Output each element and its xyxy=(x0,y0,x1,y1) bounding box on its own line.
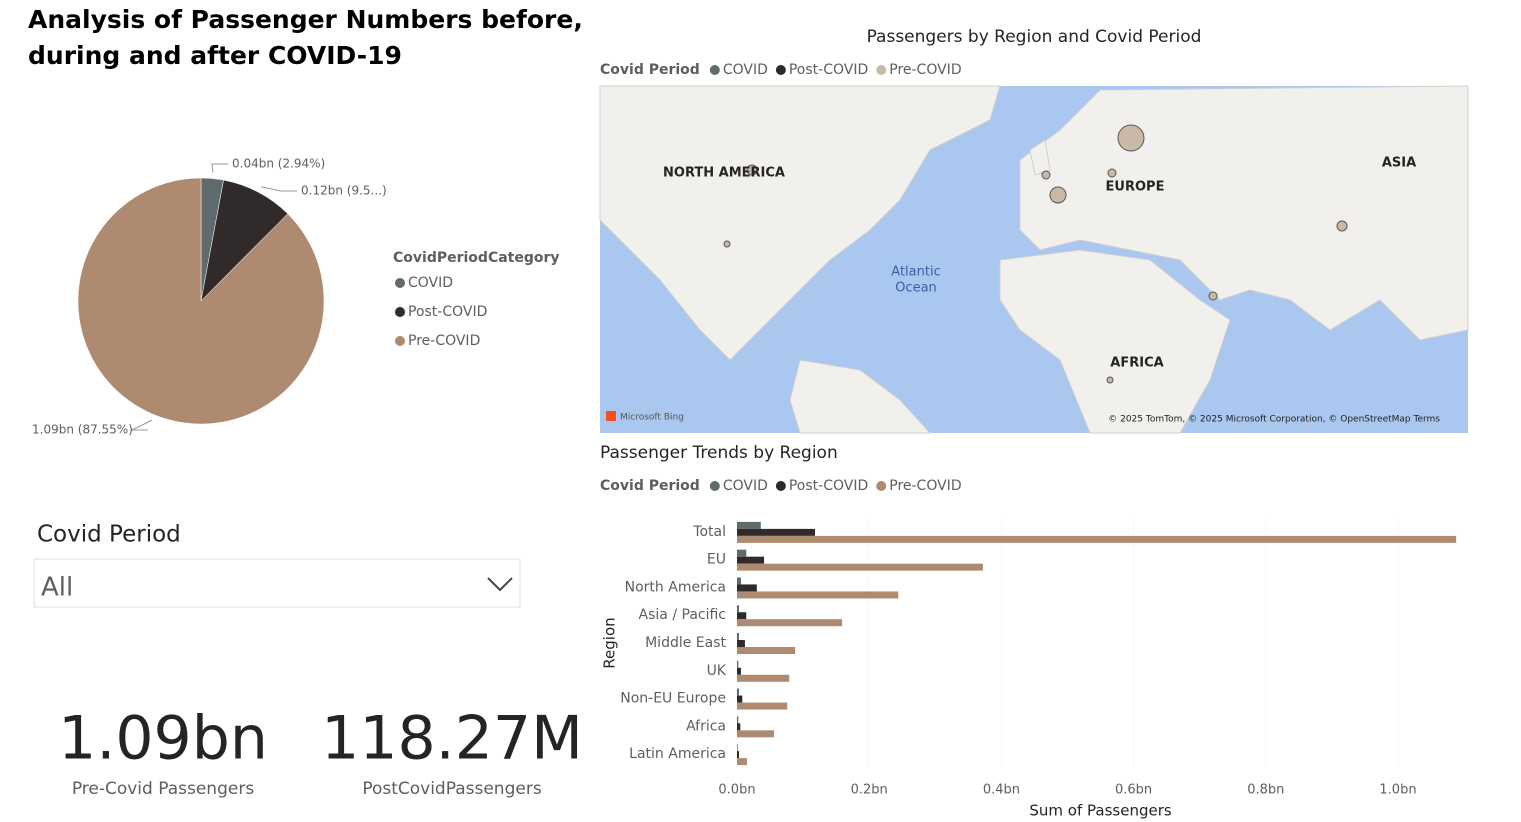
bar xyxy=(737,688,739,696)
y-tick-label: Africa xyxy=(686,718,726,734)
legend-label: Post-COVID xyxy=(408,304,487,320)
map-label: Atlantic xyxy=(891,265,940,280)
x-tick-label: 0.0bn xyxy=(718,783,755,798)
bar xyxy=(737,563,983,571)
y-tick-label: Non-EU Europe xyxy=(620,691,726,707)
bar xyxy=(737,605,739,613)
y-tick-label: Middle East xyxy=(645,635,726,651)
bar-title: Passenger Trends by Region xyxy=(600,443,838,463)
x-axis-title: Sum of Passengers xyxy=(1029,802,1171,820)
bar xyxy=(737,751,739,759)
legend-title: Covid Period xyxy=(600,62,700,78)
x-tick-label: 0.2bn xyxy=(851,783,888,798)
bar xyxy=(737,702,788,710)
data-label: 0.12bn (9.5...) xyxy=(301,184,387,198)
bar xyxy=(737,758,747,766)
legend-label: COVID xyxy=(408,275,453,291)
y-tick-label: Latin America xyxy=(629,746,726,762)
bar xyxy=(737,584,757,592)
x-tick-label: 1.0bn xyxy=(1379,783,1416,798)
pie-slice xyxy=(77,177,325,425)
legend-title: CovidPeriodCategory xyxy=(393,250,560,266)
bar xyxy=(737,716,739,724)
map-copyright: © 2025 TomTom, © 2025 Microsoft Corporat… xyxy=(1108,415,1440,425)
legend-label: Pre-COVID xyxy=(408,333,480,349)
x-tick-label: 0.8bn xyxy=(1247,783,1284,798)
bar xyxy=(737,577,741,585)
map-attribution: Microsoft Bing xyxy=(620,413,684,423)
legend-dot xyxy=(395,278,405,288)
slicer-box[interactable] xyxy=(33,558,521,608)
y-tick-label: EU xyxy=(707,552,726,568)
bar xyxy=(737,633,739,640)
slicer-chevron[interactable] xyxy=(487,577,513,592)
bar xyxy=(737,535,1457,543)
legend-dot xyxy=(775,481,786,491)
y-axis-title: Region xyxy=(601,617,619,668)
legend-label: COVID xyxy=(723,62,768,78)
map-label: Ocean xyxy=(895,281,937,296)
legend-dot xyxy=(876,481,887,491)
card-value: 118.27M xyxy=(321,704,583,774)
map-label: AFRICA xyxy=(1110,356,1163,371)
card-label: Pre-Covid Passengers xyxy=(72,779,255,799)
legend-dot xyxy=(395,336,405,346)
legend-dot xyxy=(876,65,887,75)
legend-label: Post-COVID xyxy=(789,478,868,494)
map-title: Passengers by Region and Covid Period xyxy=(867,27,1202,47)
card-value: 1.09bn xyxy=(58,704,268,774)
bar xyxy=(737,667,741,675)
y-tick-label: Asia / Pacific xyxy=(639,607,726,623)
legend-label: COVID xyxy=(723,478,768,494)
y-tick-label: North America xyxy=(625,579,726,595)
legend-label: Pre-COVID xyxy=(889,62,961,78)
map-label: EUROPE xyxy=(1106,180,1165,195)
y-tick-label: UK xyxy=(707,663,727,679)
map-pies xyxy=(723,124,1348,384)
bar xyxy=(737,647,796,654)
data-label: 1.09bn (87.55%) xyxy=(32,423,133,437)
bar xyxy=(737,521,761,529)
legend-dot xyxy=(395,307,405,317)
legend-dot xyxy=(775,65,786,75)
legend-label: Post-COVID xyxy=(789,62,868,78)
x-tick-label: 0.6bn xyxy=(1115,783,1152,798)
bar xyxy=(737,591,899,599)
legend-title: Covid Period xyxy=(600,478,700,494)
dashboard-title: Analysis of Passenger Numbers before, du… xyxy=(28,5,583,70)
slicer-value[interactable]: All xyxy=(41,573,73,603)
bar xyxy=(737,695,743,703)
slicer-label: Covid Period xyxy=(37,522,181,548)
map-label: NORTH AMERICA xyxy=(663,166,785,181)
bar xyxy=(737,730,775,738)
bing-logo xyxy=(606,411,616,421)
bar xyxy=(737,619,843,627)
map-label: ASIA xyxy=(1382,156,1416,171)
x-tick-label: 0.4bn xyxy=(983,783,1020,798)
bar xyxy=(737,660,739,668)
legend-dot xyxy=(709,65,720,75)
bar xyxy=(737,640,745,647)
legend-label: Pre-COVID xyxy=(889,478,961,494)
card-label: PostCovidPassengers xyxy=(362,779,542,799)
bar xyxy=(737,612,747,620)
leader-line xyxy=(260,186,297,192)
bar xyxy=(737,744,738,752)
leader-line xyxy=(131,419,153,431)
bar xyxy=(737,556,765,564)
bar xyxy=(737,723,741,731)
y-tick-label: Total xyxy=(692,524,726,540)
legend-dot xyxy=(709,481,720,491)
bar xyxy=(737,528,815,536)
leader-line xyxy=(211,163,228,173)
bar xyxy=(737,674,790,682)
data-label: 0.04bn (2.94%) xyxy=(232,157,325,171)
bar xyxy=(737,549,747,557)
